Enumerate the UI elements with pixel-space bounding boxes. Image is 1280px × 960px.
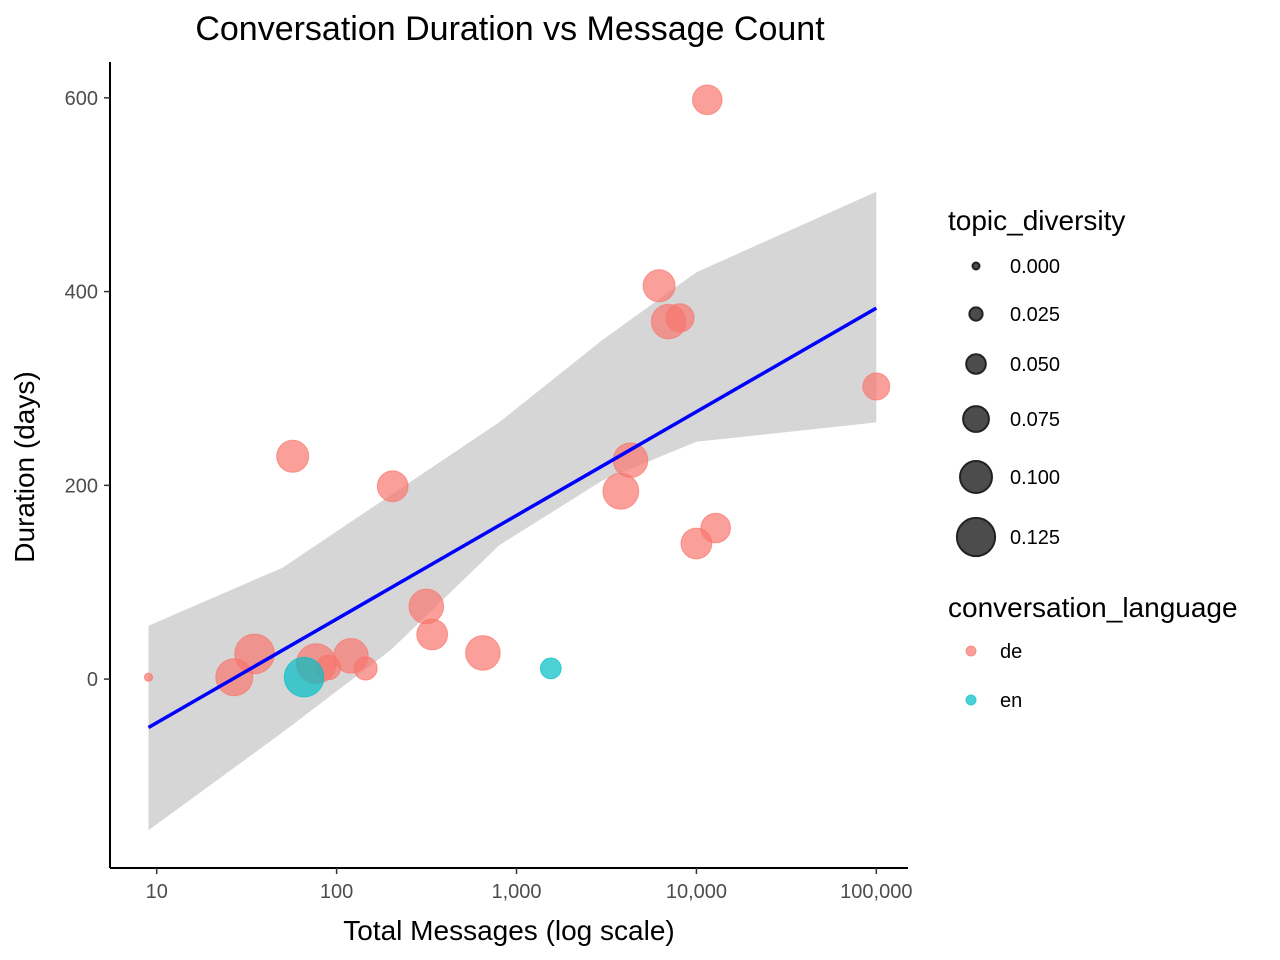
x-ticks: 10 100 1,000 10,000 100,000 [146,868,912,903]
legend-size-label: 0.100 [1010,467,1060,489]
fit-line [147,306,878,730]
chart-title: Conversation Duration vs Message Count [195,10,825,48]
y-tick-label: 400 [65,282,98,304]
legend-color-title: conversation_language [948,592,1238,623]
legend-size-label: 0.075 [1010,409,1060,431]
legend-size-label: 0.025 [1010,304,1060,326]
legend-color-label: en [1000,690,1022,712]
point-de-3 [276,439,310,473]
point-en-0 [283,656,325,698]
point-de-14 [642,269,676,303]
point-de-19 [700,512,732,544]
legend-size-key-2 [965,353,987,375]
x-tick-label: 10 [146,881,168,903]
legend-size-key-0 [971,261,981,271]
y-ticks: 0 200 400 600 [65,88,110,691]
legend-size-key-1 [968,306,984,322]
y-tick-label: 600 [65,88,98,110]
point-de-16 [665,303,695,333]
legend-color-label: de [1000,641,1022,663]
legend-size-key-4 [959,460,993,494]
legend-color-key-de [965,645,977,657]
legend-color-items: de en [965,641,1022,712]
legend-size-label: 0.050 [1010,354,1060,376]
point-de-0 [143,672,154,682]
point-de-11 [465,635,501,671]
y-tick-label: 0 [87,669,98,691]
point-de-7 [353,656,378,681]
legend-size-label: 0.125 [1010,527,1060,549]
point-de-20 [862,372,891,401]
y-tick-label: 200 [65,475,98,497]
legend-size-label: 0.000 [1010,256,1060,278]
legend-size-items: 0.000 0.025 0.050 0.075 0.100 0.125 [955,256,1060,558]
x-tick-label: 100,000 [840,881,912,903]
x-axis-title: Total Messages (log scale) [343,915,674,946]
confidence-band [148,191,877,831]
point-de-9 [408,588,445,625]
x-tick-label: 1,000 [491,881,541,903]
legend-size-key-5 [955,516,997,558]
legend-size-title: topic_diversity [948,205,1125,236]
point-de-10 [416,618,449,651]
legend-color-key-en [965,694,977,706]
x-tick-label: 100 [320,881,353,903]
points-layer [143,84,891,698]
y-axis-title: Duration (days) [9,371,40,562]
point-de-18 [692,84,723,116]
point-de-12 [602,472,640,510]
point-de-8 [376,470,409,503]
x-tick-label: 10,000 [666,881,727,903]
legend-size-key-3 [962,405,990,433]
fit-line-layer [147,306,878,730]
point-en-1 [539,657,562,680]
legend: topic_diversity 0.000 0.025 0.050 0.075 0.10… [948,205,1238,712]
confidence-band-layer [148,191,877,831]
